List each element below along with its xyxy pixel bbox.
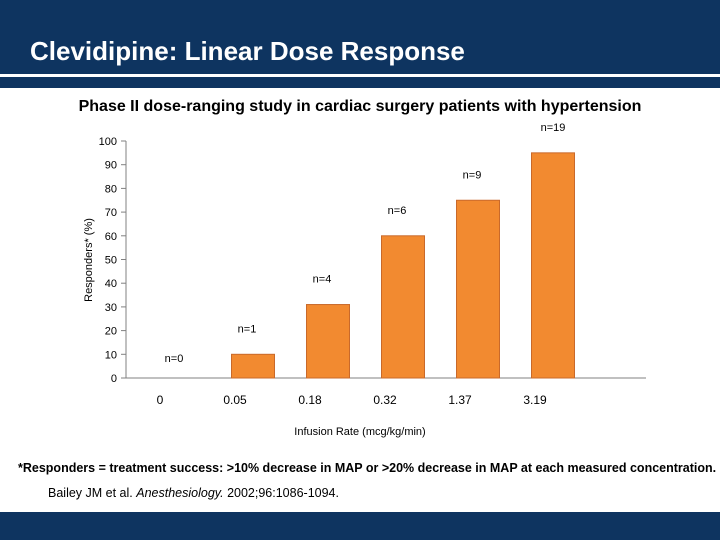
bar [231, 353, 275, 379]
bar [306, 304, 350, 379]
y-tick-label: 100 [99, 136, 117, 148]
bar [531, 152, 575, 379]
y-tick-label: 80 [105, 183, 117, 195]
y-tick-label: 50 [105, 255, 117, 267]
y-tick-label: 30 [105, 302, 117, 314]
y-tick-label: 90 [105, 160, 117, 172]
y-tick-label: 40 [105, 278, 117, 290]
bar-data-label: n=19 [541, 122, 566, 134]
x-tick-label: 0.05 [223, 393, 247, 407]
footnote: *Responders = treatment success: >10% de… [18, 461, 717, 475]
y-tick-label: 20 [105, 326, 117, 338]
bar [456, 199, 500, 379]
citation-journal: Anesthesiology. [136, 486, 224, 500]
x-tick-label: 0.18 [298, 393, 322, 407]
citation-details: 2002;96:1086-1094. [227, 486, 339, 500]
x-axis-label: Infusion Rate (mcg/kg/min) [294, 426, 425, 438]
y-tick-label: 10 [105, 349, 117, 361]
title-bar [0, 0, 720, 88]
y-axis-label: Responders* (%) [83, 218, 95, 302]
bar-data-label: n=9 [463, 169, 482, 181]
bar-data-label: n=0 [165, 353, 184, 365]
footer-bar [0, 512, 720, 540]
y-tick-label: 70 [105, 207, 117, 219]
x-tick-label: 0.32 [373, 393, 397, 407]
bar [381, 235, 425, 379]
bar-data-label: n=4 [313, 274, 332, 286]
y-tick-label: 0 [111, 373, 117, 385]
y-tick-label: 60 [105, 231, 117, 243]
slide-title: Clevidipine: Linear Dose Response [30, 36, 465, 66]
bar-data-label: n=6 [388, 205, 407, 217]
bar-data-label: n=1 [238, 323, 257, 335]
chart-subtitle: Phase II dose-ranging study in cardiac s… [78, 98, 642, 115]
citation-authors: Bailey JM et al. [48, 486, 133, 500]
x-tick-label: 1.37 [448, 393, 472, 407]
x-tick-label: 3.19 [523, 393, 547, 407]
title-bar-rule [0, 74, 720, 77]
citation: Bailey JM et al. Anesthesiology. 2002;96… [48, 486, 339, 500]
bar-chart: 0 10 20 30 40 50 60 70 80 90 100 Responders* (%) n=0… [83, 122, 646, 438]
x-tick-label: 0 [157, 393, 164, 407]
